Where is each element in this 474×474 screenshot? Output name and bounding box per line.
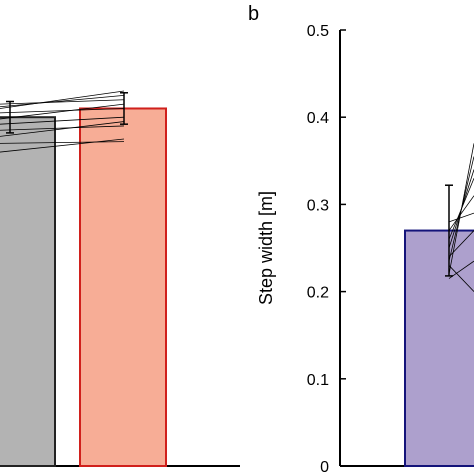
panel-a-error-bars — [6, 92, 128, 134]
panel-a-subject-line-9 — [0, 141, 125, 144]
panel-a-subject-line-10 — [0, 138, 125, 153]
panel-b-y-tick-label: 0.3 — [307, 197, 329, 214]
panel-b-y-tick-label: 0.5 — [307, 23, 329, 40]
panel-b-subject-line-9 — [448, 265, 474, 292]
panel-a-subject-line-4 — [0, 90, 125, 109]
panel-b-subject-line-6 — [448, 212, 474, 223]
panel-b-y-tick-label: 0.1 — [307, 372, 329, 389]
panel-b-y-tick-label: 0 — [320, 459, 329, 474]
panel-a-subject-line-2 — [0, 95, 125, 108]
panel-a-subject-lines — [0, 90, 125, 153]
panel-b: b 0 0.1 0.2 0.3 0.4 0.5 Step width [m] — [248, 3, 474, 474]
panel-b-label: b — [248, 3, 259, 25]
panel-b-subject-line-5 — [448, 195, 474, 231]
panel-b-y-tick-label: 0.2 — [307, 285, 329, 302]
panel-a-subject-line-1 — [0, 99, 125, 105]
panel-b-y-ticks: 0 0.1 0.2 0.3 0.4 0.5 — [307, 23, 346, 474]
panel-a-subject-line-8 — [0, 121, 125, 137]
panel-b-subject-line-7 — [448, 230, 474, 257]
panel-a-subject-line-5 — [0, 103, 125, 120]
panel-a-subject-line-7 — [0, 125, 125, 131]
panel-b-y-tick-label: 0.4 — [307, 110, 329, 127]
panel-b-bars — [404, 229, 474, 467]
panel-a-subject-line-3 — [0, 108, 125, 114]
panel-a-bar-2 — [79, 107, 167, 467]
panel-b-subject-line-4 — [448, 178, 474, 240]
panel-b-subject-lines — [448, 143, 474, 292]
panel-b-y-axis-label: Step width [m] — [256, 191, 276, 305]
panel-b-bar-1 — [404, 229, 474, 467]
panel-a — [0, 90, 240, 467]
panel-a-bar-1 — [0, 116, 56, 467]
panel-b-subject-line-8 — [448, 260, 474, 279]
panel-a-subject-line-6 — [0, 116, 125, 125]
panel-a-bars — [0, 107, 167, 467]
panel-b-error-bars — [445, 184, 453, 277]
